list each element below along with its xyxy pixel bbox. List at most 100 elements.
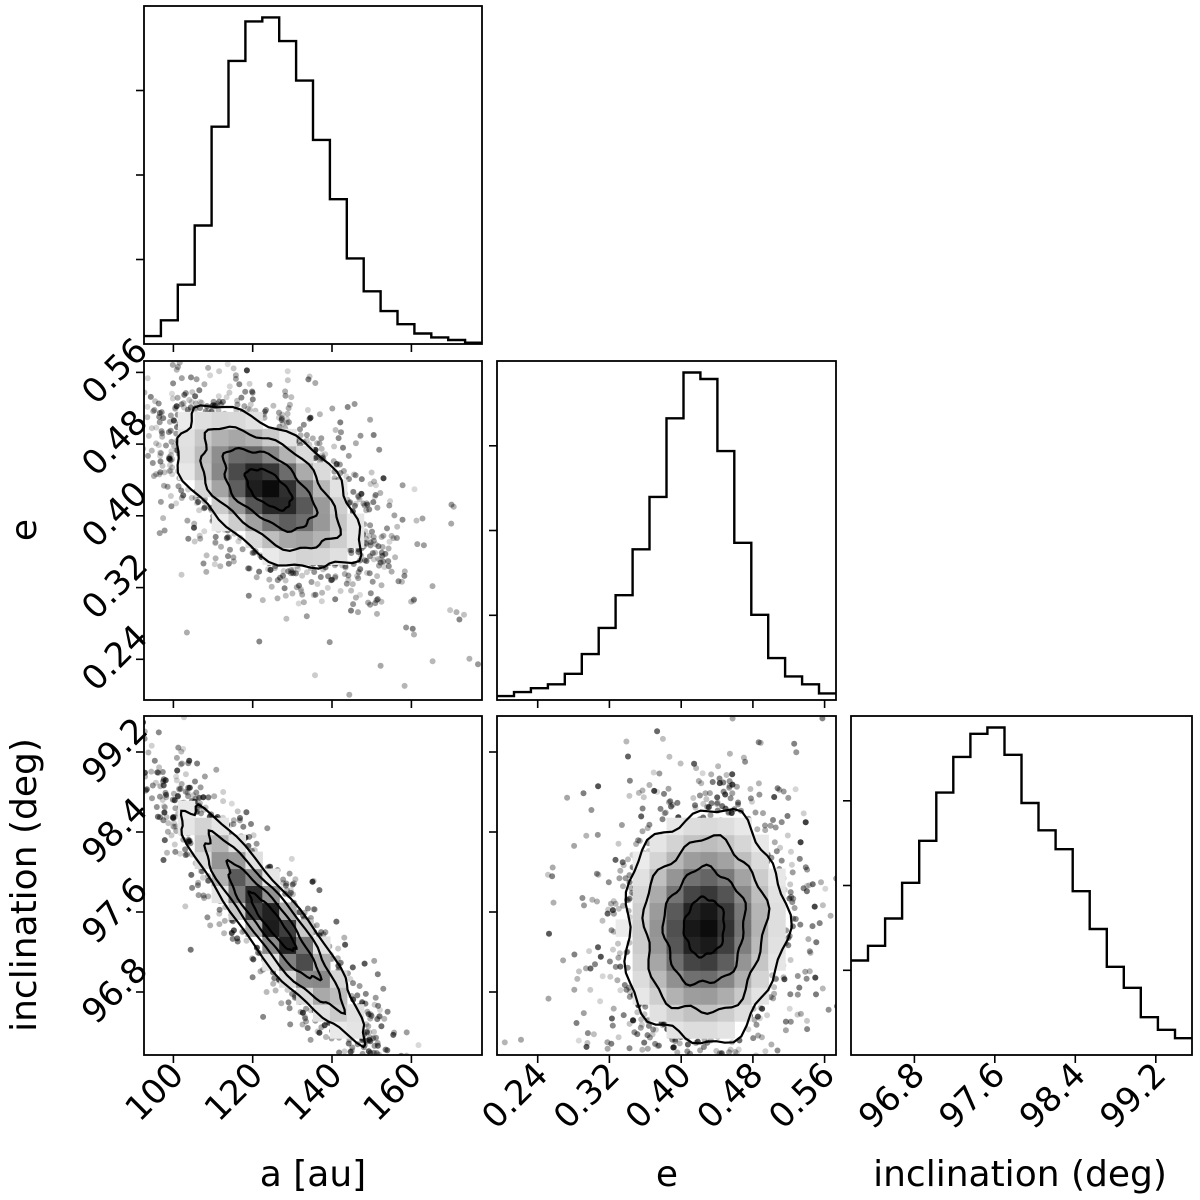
scatter-point (610, 928, 617, 935)
scatter-point (659, 735, 666, 742)
density-cell (279, 530, 297, 549)
scatter-point (382, 550, 389, 557)
panel-frame (143, 360, 483, 701)
scatter-point (346, 546, 353, 553)
scatter-point (350, 601, 357, 608)
scatter-point (691, 760, 698, 767)
scatter-point (637, 1024, 644, 1031)
histogram-bin (178, 285, 195, 344)
scatter-point (716, 780, 723, 787)
scatter-point (136, 768, 142, 774)
scatter-point (614, 977, 621, 984)
scatter-point (687, 1050, 693, 1055)
scatter-point (284, 377, 291, 384)
scatter-point (768, 1041, 775, 1048)
scatter-point (372, 549, 379, 556)
scatter-point (771, 839, 778, 846)
scatter-point (546, 930, 552, 937)
scatter-point (182, 852, 189, 858)
scatter-point (279, 420, 286, 427)
scatter-point (599, 917, 606, 924)
scatter-point (754, 1057, 760, 1063)
scatter-point (349, 1047, 356, 1054)
scatter-point (696, 792, 703, 799)
scatter-point (597, 998, 604, 1005)
histogram-bin (1175, 1038, 1192, 1055)
density-cell (262, 885, 280, 904)
scatter-point (414, 541, 421, 548)
scatter-point (799, 658, 805, 664)
scatter-point (304, 1025, 311, 1031)
scatter-point (311, 569, 318, 575)
scatter-point (247, 406, 253, 413)
scatter-point (770, 995, 777, 1002)
panel-frame (496, 715, 837, 1056)
scatter-point (109, 404, 115, 410)
scatter-point (68, 387, 74, 393)
scatter-point (357, 432, 364, 439)
histogram-bin (548, 684, 565, 700)
density-cell (751, 885, 769, 904)
scatter-point (583, 965, 589, 972)
scatter-point (163, 794, 170, 801)
histogram-bin (919, 841, 936, 1055)
scatter-point (733, 783, 740, 790)
scatter-point (626, 895, 633, 902)
scatter-point (757, 739, 764, 746)
scatter-point (411, 596, 417, 603)
scatter-point (641, 1039, 648, 1046)
scatter-point (654, 728, 661, 735)
x-axis-label-inc: inclination (deg) (873, 1154, 1167, 1195)
scatter-point (665, 785, 672, 792)
scatter-point (608, 1015, 615, 1022)
scatter-point (352, 1057, 358, 1063)
scatter-point (163, 442, 169, 449)
scatter-point (136, 768, 142, 774)
scatter-point (182, 903, 189, 910)
scatter-point (310, 592, 317, 599)
scatter-point (191, 538, 198, 545)
scatter-point (333, 918, 340, 925)
scatter-point (384, 525, 390, 532)
scatter-point (314, 440, 321, 447)
scatter-point (216, 368, 223, 375)
histogram-e (489, 360, 837, 701)
density-cell (751, 987, 769, 1005)
scatter-point (234, 397, 241, 404)
scatter-point (789, 899, 796, 906)
density-cell (329, 496, 348, 515)
scatter-point (800, 810, 807, 817)
scatter-point (370, 499, 377, 506)
scatter-point (144, 786, 150, 793)
scatter-point (144, 728, 148, 735)
scatter-point (205, 794, 212, 801)
scatter-point (388, 532, 395, 539)
scatter-point (218, 543, 224, 550)
scatter-point (792, 916, 799, 922)
scatter-point (151, 407, 158, 413)
scatter-point (809, 923, 816, 930)
density-cell (211, 496, 230, 515)
scatter-point (195, 499, 202, 505)
density-cell (346, 1021, 365, 1039)
scatter-point (768, 1180, 774, 1186)
scatter-point (154, 769, 161, 776)
scatter-point (376, 446, 383, 453)
scatter-point (316, 887, 323, 894)
scatter-point (788, 848, 794, 855)
scatter-point (352, 472, 359, 479)
scatter-point (380, 985, 387, 992)
scatter-point (370, 556, 377, 563)
scatter-point (365, 1023, 372, 1030)
histogram-bin (1005, 755, 1022, 1055)
scatter-point (633, 841, 640, 847)
scatter-point (228, 930, 235, 936)
scatter-point (310, 906, 317, 913)
scatter-point (452, 1096, 458, 1102)
scatter-point (822, 885, 829, 892)
scatter-point (318, 1024, 325, 1031)
scatter-point (186, 397, 193, 403)
density-cell (734, 1004, 752, 1022)
scatter-point (642, 1003, 649, 1010)
scatter-point (368, 1012, 375, 1019)
